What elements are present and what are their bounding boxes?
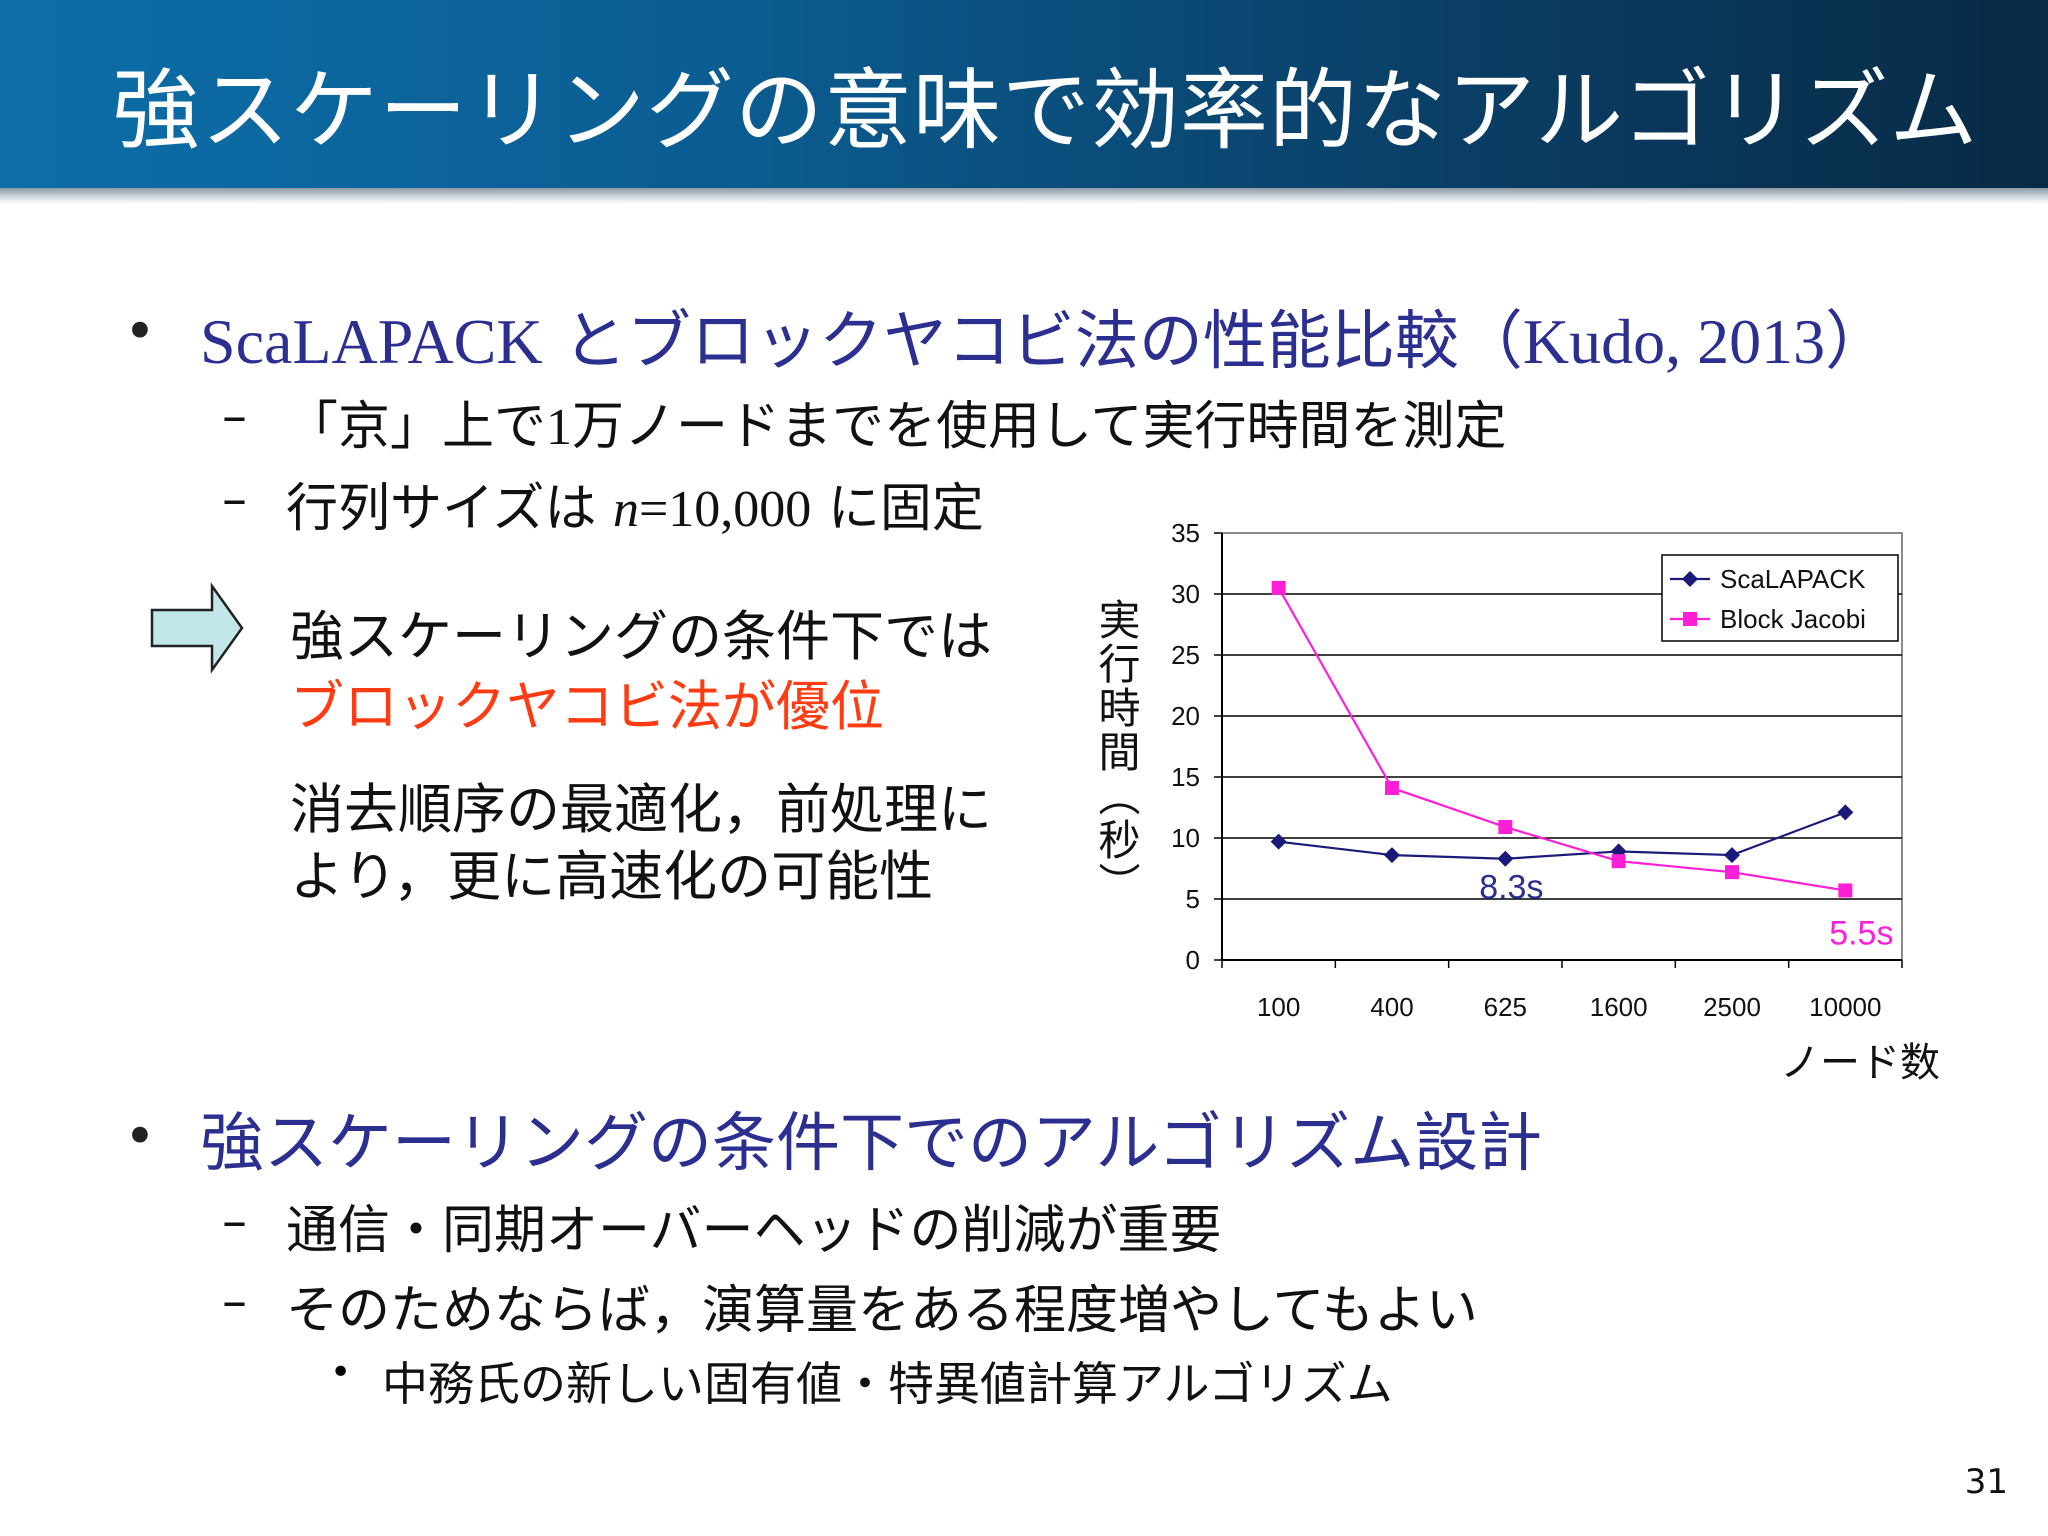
title-shadow <box>0 188 2048 204</box>
legend-marker <box>1682 571 1698 587</box>
series-line-block-jacobi <box>1277 587 1846 892</box>
legend-marker <box>1683 612 1697 626</box>
dash-4: – <box>222 1272 247 1330</box>
right-arrow-icon <box>150 582 244 674</box>
chart-ylabel: 実行時間（秒） <box>1092 598 1141 906</box>
slide-title: 強スケーリングの意味で効率的なアルゴリズム <box>112 59 1979 162</box>
x-tick-label: 100 <box>1257 992 1300 1022</box>
item-computation: そのためならば，演算量をある程度増やしてもよい <box>286 1281 1478 1341</box>
callout-highlight: ブロックヤコビ法が優位 <box>290 675 884 738</box>
heading-scalapack: ScaLAPACK <box>200 306 543 377</box>
series-line-scalapack <box>1278 811 1846 860</box>
y-tick-label: 35 <box>1171 518 1200 548</box>
callout-line4: より，更に高速化の可能性 <box>290 845 934 908</box>
annotation-block-jacobi: 5.5s <box>1829 914 1893 952</box>
item2-part-a: 行列サイズは <box>286 479 613 539</box>
y-tick-label: 20 <box>1171 701 1200 731</box>
legend-label: ScaLAPACK <box>1720 564 1866 594</box>
y-tick-label: 0 <box>1186 945 1200 975</box>
item1-part-a: 「京」上で <box>286 397 547 457</box>
x-tick-label: 10000 <box>1809 992 1881 1022</box>
chart-xlabel: ノード数 <box>1780 1040 1940 1086</box>
data-point-block-jacobi <box>1271 580 1286 595</box>
heading-compare: とブロックヤコビ法の性能比較 <box>542 305 1459 379</box>
item2-n: n <box>612 481 639 538</box>
y-tick-label: 30 <box>1171 579 1200 609</box>
data-point-scalapack <box>1724 847 1740 864</box>
sub-item: 中務氏の新しい固有値・特異値計算アルゴリズム <box>382 1357 1393 1411</box>
section2-heading: 強スケーリングの条件下でのアルゴリズム設計 <box>200 1107 1543 1181</box>
x-tick-label: 2500 <box>1703 992 1761 1022</box>
x-tick-label: 1600 <box>1590 992 1648 1022</box>
data-point-block-jacobi <box>1611 854 1626 869</box>
item2-value: =10,000 <box>638 481 812 538</box>
item-matrix-size: 行列サイズは n=10,000 に固定 <box>286 466 984 541</box>
x-tick-label: 400 <box>1370 992 1413 1022</box>
y-tick-label: 10 <box>1171 823 1200 853</box>
data-point-scalapack <box>1497 850 1514 867</box>
callout-line3: 消去順序の最適化，前処理に <box>290 778 992 841</box>
item-kei-measurement: 「京」上で1万ノードまでを使用して実行時間を測定 <box>286 384 1506 459</box>
y-tick-label: 25 <box>1171 640 1200 670</box>
y-tick-label: 15 <box>1171 762 1200 792</box>
line-chart: 0 5 10 15 20 25 30 35 100 400 625 1600 2500 10000 ScaL… <box>1171 518 1903 1022</box>
dash-3: – <box>222 1192 247 1250</box>
data-point-block-jacobi <box>1838 883 1853 898</box>
data-point-scalapack <box>1270 833 1287 850</box>
y-tick-label: 5 <box>1186 884 1200 914</box>
item2-part-d: に固定 <box>811 479 984 539</box>
data-point-block-jacobi <box>1385 780 1399 795</box>
bullet-1: • <box>124 300 156 363</box>
callout-line1: 強スケーリングの条件下では <box>290 605 992 668</box>
annotation-scalapack: 8.3s <box>1479 869 1543 907</box>
data-point-block-jacobi <box>1725 865 1739 880</box>
item-communication: 通信・同期オーバーヘッドの削減が重要 <box>286 1201 1222 1261</box>
title-bar <box>0 0 2048 188</box>
item1-part-c: 万ノードまでを使用して実行時間を測定 <box>572 397 1507 457</box>
dash-2: – <box>222 470 247 528</box>
section1-heading: ScaLAPACK とブロックヤコビ法の性能比較（Kudo, 2013） <box>200 290 1889 382</box>
data-point-scalapack <box>1837 804 1854 821</box>
sub-bullet: • <box>330 1352 352 1393</box>
bullet-2: • <box>124 1105 156 1168</box>
legend-box <box>1661 554 1899 642</box>
page-number: 31 <box>1964 1462 2008 1502</box>
item1-part-b: 1 <box>546 399 573 456</box>
heading-citation: （Kudo, 2013） <box>1458 306 1890 377</box>
x-tick-label: 625 <box>1484 992 1527 1022</box>
dash-1: – <box>222 387 247 445</box>
data-point-scalapack <box>1384 847 1400 864</box>
legend-label: Block Jacobi <box>1720 604 1866 634</box>
data-point-block-jacobi <box>1498 820 1513 835</box>
